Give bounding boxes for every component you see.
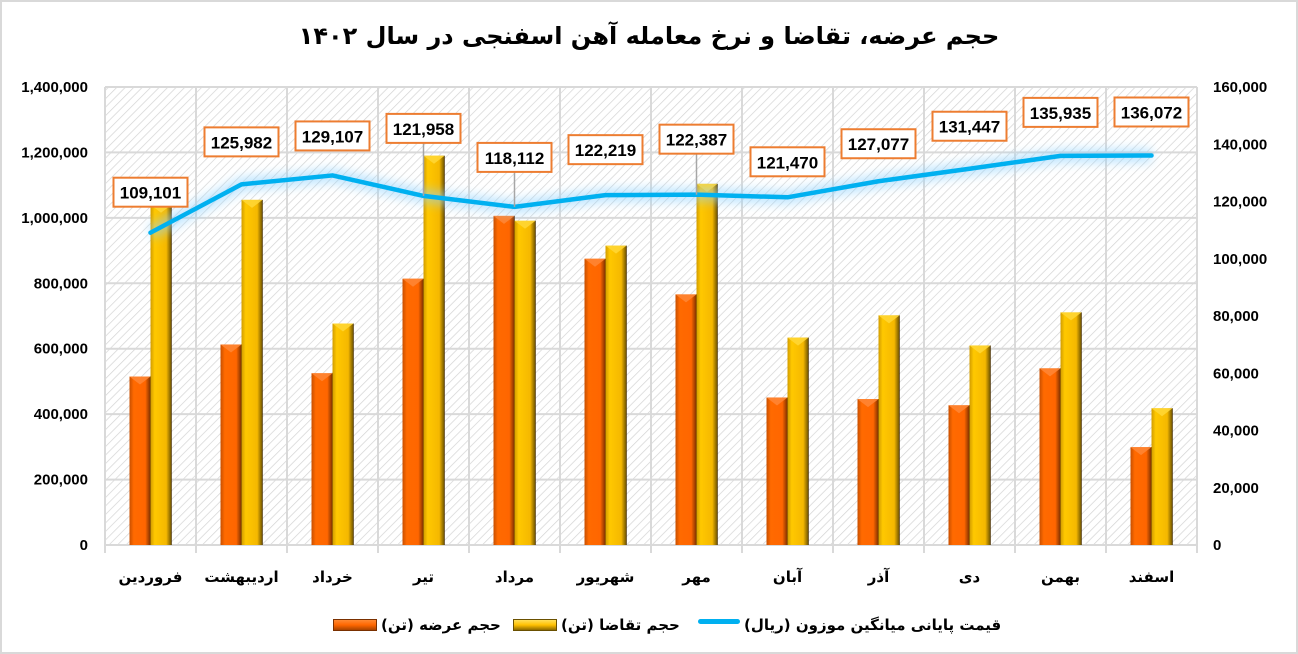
category-label: فروردین <box>119 568 183 586</box>
right-axis: 0 20,000 40,000 60,000 80,000 100,000 120,000 1… <box>1213 79 1267 554</box>
category-label: آذر <box>867 568 890 586</box>
svg-text:135,935: 135,935 <box>1030 104 1091 123</box>
svg-text:131,447: 131,447 <box>939 118 1000 137</box>
price-line-icon <box>698 618 740 624</box>
right-axis-tick: 100,000 <box>1213 251 1267 268</box>
svg-text:122,219: 122,219 <box>575 141 636 160</box>
price-data-label: 118,112 <box>476 141 553 207</box>
category-label: بهمن <box>1041 568 1080 586</box>
bar <box>1039 368 1061 545</box>
price-data-label: 136,072 <box>1113 96 1190 128</box>
category-label: خرداد <box>312 568 353 586</box>
svg-text:121,470: 121,470 <box>757 153 818 172</box>
bar <box>129 376 151 545</box>
left-axis-tick: 1,200,000 <box>21 144 88 161</box>
svg-text:129,107: 129,107 <box>302 127 363 146</box>
left-axis: 0 200,000 400,000 600,000 800,000 1,000,000 1,… <box>21 79 88 554</box>
category-label: شهریور <box>576 568 635 586</box>
price-data-label: 131,447 <box>931 110 1008 142</box>
right-axis-tick: 60,000 <box>1213 365 1259 382</box>
chart-title: حجم عرضه، تقاضا و نرخ معامله آهن اسفنجی … <box>298 22 1000 50</box>
svg-text:136,072: 136,072 <box>1121 103 1182 122</box>
bar <box>878 315 900 545</box>
legend-label-demand: حجم تقاضا (تن) <box>561 616 680 634</box>
price-data-label: 122,387 <box>658 123 735 195</box>
price-data-label: 135,935 <box>1022 96 1099 128</box>
price-data-label: 121,470 <box>749 146 826 178</box>
left-axis-tick: 0 <box>80 537 88 554</box>
bar <box>402 278 424 545</box>
legend-label-price: قیمت پایانی میانگین موزون (ریال) <box>744 616 1002 634</box>
left-axis-tick: 1,000,000 <box>21 210 88 227</box>
right-axis-tick: 120,000 <box>1213 194 1267 211</box>
svg-text:121,958: 121,958 <box>393 120 454 139</box>
category-label: تیر <box>412 568 434 586</box>
left-axis-tick: 600,000 <box>34 341 88 358</box>
bar <box>1130 447 1152 545</box>
price-data-label: 125,982 <box>203 126 280 158</box>
bar <box>1151 408 1173 545</box>
category-label: اردیبهشت <box>204 568 278 586</box>
svg-text:122,387: 122,387 <box>666 131 727 150</box>
right-axis-tick: 0 <box>1213 537 1221 554</box>
left-axis-tick: 200,000 <box>34 472 88 489</box>
category-label: اسفند <box>1129 568 1174 586</box>
category-label: آبان <box>773 568 803 586</box>
supply-swatch-icon <box>333 619 377 631</box>
legend-item-price: قیمت پایانی میانگین موزون (ریال) <box>698 616 1001 634</box>
bar <box>857 399 879 545</box>
price-data-label: 129,107 <box>294 120 371 152</box>
price-data-label: 121,958 <box>385 112 462 196</box>
legend-item-demand: حجم تقاضا (تن) <box>513 616 680 634</box>
price-data-label: 109,101 <box>112 176 189 208</box>
bar <box>1060 312 1082 545</box>
bar <box>311 373 333 545</box>
left-axis-tick: 400,000 <box>34 406 88 423</box>
demand-swatch-icon <box>513 619 557 631</box>
bar <box>220 344 242 545</box>
svg-text:118,112: 118,112 <box>485 149 545 168</box>
right-axis-tick: 160,000 <box>1213 79 1267 96</box>
price-data-label: 127,077 <box>840 128 917 160</box>
gridlines <box>104 86 1198 553</box>
bar <box>493 215 515 545</box>
bar <box>948 405 970 545</box>
bar <box>514 220 536 545</box>
left-axis-tick: 1,400,000 <box>21 79 88 96</box>
legend-item-supply: حجم عرضه (تن) <box>333 616 501 634</box>
bar <box>605 245 627 545</box>
bar <box>332 323 354 545</box>
svg-text:109,101: 109,101 <box>120 184 181 203</box>
bar <box>787 337 809 545</box>
bar <box>150 204 172 545</box>
legend: حجم عرضه (تن) حجم تقاضا (تن) قیمت پایانی… <box>0 616 1298 640</box>
right-axis-tick: 80,000 <box>1213 308 1259 325</box>
category-label: مهر <box>681 568 711 586</box>
bar <box>969 345 991 545</box>
bar <box>584 258 606 545</box>
bar <box>423 155 445 545</box>
category-axis: فروردین اردیبهشت خرداد تیر مرداد شهریور مهر آبا… <box>119 568 1175 586</box>
right-axis-tick: 140,000 <box>1213 136 1267 153</box>
left-axis-tick: 800,000 <box>34 275 88 292</box>
price-data-label: 122,219 <box>567 134 644 166</box>
price-line <box>147 148 1154 239</box>
category-label: دی <box>959 568 981 586</box>
legend-label-supply: حجم عرضه (تن) <box>381 616 501 634</box>
category-label: مرداد <box>495 568 534 586</box>
bar <box>766 397 788 545</box>
data-labels: 109,101 125,982 129,107 121,958 118,112 122,2… <box>112 96 1190 208</box>
right-axis-tick: 40,000 <box>1213 423 1259 440</box>
bar <box>696 183 718 545</box>
bars <box>129 155 1173 545</box>
bar <box>675 294 697 545</box>
bar <box>241 199 263 545</box>
right-axis-tick: 20,000 <box>1213 480 1259 497</box>
svg-text:125,982: 125,982 <box>211 133 272 152</box>
svg-text:127,077: 127,077 <box>848 135 909 154</box>
